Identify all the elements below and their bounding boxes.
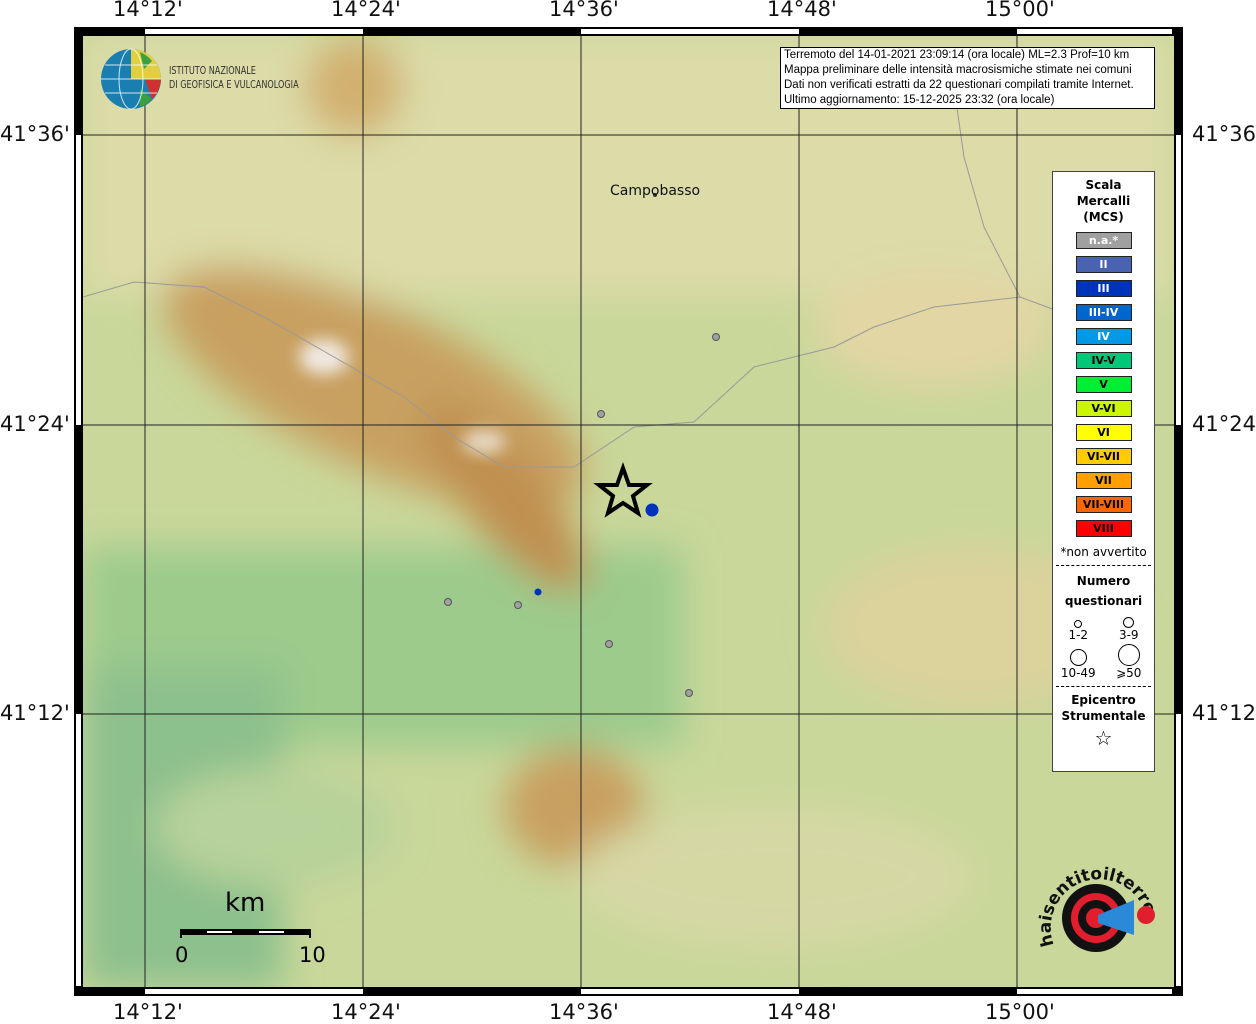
lon-tick-bottom: 14°48' xyxy=(767,1000,837,1024)
observation-point[interactable] xyxy=(534,588,542,596)
legend: Scala Mercalli (MCS) n.a.* II III III-IV IV I… xyxy=(1052,171,1155,772)
legend-note: *non avvertito xyxy=(1060,545,1147,559)
relief-map[interactable] xyxy=(74,27,1183,996)
epicenter-star-icon[interactable] xyxy=(593,461,653,518)
lon-tick-bottom: 14°12' xyxy=(113,1000,183,1024)
count-label: 10-49 xyxy=(1060,666,1096,680)
circle-size-icon xyxy=(1123,617,1135,628)
admin-boundary xyxy=(953,86,1021,298)
epicenter-title: Epicentro Strumentale xyxy=(1053,692,1154,724)
lon-tick-top: 14°48' xyxy=(767,0,837,21)
place-marker-campobasso xyxy=(653,193,657,197)
intensity-swatch: V-VI xyxy=(1075,400,1132,417)
ingv-line2: DI GEOFISICA E VULCANOLOGIA xyxy=(169,78,299,91)
count-title-line: Numero xyxy=(1076,574,1131,588)
lat-tick-left: 41°36' xyxy=(0,122,70,146)
map-frame xyxy=(74,27,1183,996)
intensity-swatch: VII-VIII xyxy=(1075,496,1132,513)
star-icon: ☆ xyxy=(1094,726,1113,750)
lon-tick-bottom: 15°00' xyxy=(985,1000,1055,1024)
scale-bar: km 0 10 xyxy=(175,888,326,968)
intensity-swatch: IV xyxy=(1075,328,1132,345)
lat-tick-left: 41°24' xyxy=(0,412,70,436)
data-source: Dati non verificati estratti da 22 quest… xyxy=(784,79,1134,91)
hsit-logo-icon: haisentitoilterremoto.it xyxy=(1034,855,1160,952)
observation-points xyxy=(444,333,720,697)
count-class: ⩾50 xyxy=(1104,644,1155,680)
observation-point[interactable] xyxy=(712,333,720,341)
lat-tick-right: 41°24' xyxy=(1192,412,1256,436)
count-class: 3-9 xyxy=(1104,617,1155,642)
legend-title-line: Mercalli xyxy=(1076,194,1131,208)
divider xyxy=(1056,686,1151,687)
intensity-swatch: III-IV xyxy=(1075,304,1132,321)
circle-size-icon xyxy=(1069,649,1087,666)
intensity-swatch: V xyxy=(1075,376,1132,393)
legend-title-line: Scala xyxy=(1085,178,1122,192)
count-label: 3-9 xyxy=(1118,628,1139,642)
terrain xyxy=(83,36,1174,987)
lon-tick-top: 15°00' xyxy=(985,0,1055,21)
lon-tick-bottom: 14°24' xyxy=(331,1000,401,1024)
legend-title: Scala Mercalli (MCS) xyxy=(1053,177,1154,225)
count-class: 1-2 xyxy=(1053,617,1104,642)
count-label: 1-2 xyxy=(1068,628,1089,642)
lon-tick-bottom: 14°36' xyxy=(549,1000,619,1024)
intensity-swatch: II xyxy=(1075,256,1132,273)
intensity-swatch: VII xyxy=(1075,472,1132,489)
divider xyxy=(1056,565,1151,566)
circle-size-icon xyxy=(1117,644,1140,666)
lat-tick-right: 41°36' xyxy=(1192,122,1256,146)
lon-tick-top: 14°36' xyxy=(549,0,619,21)
graticule xyxy=(83,36,1174,987)
lon-tick-top: 14°12' xyxy=(113,0,183,21)
intensity-swatch: n.a.* xyxy=(1075,232,1132,249)
count-label: ⩾50 xyxy=(1116,666,1142,680)
lat-tick-right: 41°12' xyxy=(1192,701,1256,725)
observation-point[interactable] xyxy=(514,601,522,609)
lat-tick-left: 41°12' xyxy=(0,701,70,725)
observation-point[interactable] xyxy=(605,640,613,648)
count-class: 10-49 xyxy=(1053,644,1104,680)
observation-point[interactable] xyxy=(597,410,605,418)
intensity-swatch: VI-VII xyxy=(1075,448,1132,465)
last-update: Ultimo aggiornamento: 15-12-2025 23:32 (… xyxy=(784,94,1055,106)
epicenter-title-line: Strumentale xyxy=(1061,709,1146,723)
scale-bar-graphic xyxy=(180,929,311,938)
lon-tick-top: 14°24' xyxy=(331,0,401,21)
place-label-campobasso: Campobasso xyxy=(610,183,701,199)
intensity-swatch: III xyxy=(1075,280,1132,297)
ingv-line1: ISTITUTO NAZIONALE xyxy=(169,64,256,77)
intensity-swatch: IV-V xyxy=(1075,352,1132,369)
count-size-legend: 1-2 3-9 10-49 ⩾50 xyxy=(1053,617,1154,680)
event-line: Terremoto del 14-01-2021 23:09:14 (ora l… xyxy=(784,49,1130,61)
count-title: Numero questionari xyxy=(1053,571,1154,611)
epicenter-title-line: Epicentro xyxy=(1071,693,1136,707)
count-title-line: questionari xyxy=(1064,594,1143,608)
scale-start: 0 xyxy=(175,943,189,967)
scale-unit: km xyxy=(225,888,266,918)
ingv-logo-globe-icon xyxy=(101,48,161,110)
observation-point[interactable] xyxy=(645,503,659,517)
circle-size-icon xyxy=(1074,620,1083,628)
observation-point[interactable] xyxy=(685,689,693,697)
intensity-swatch: VIII xyxy=(1075,520,1132,537)
scale-end: 10 xyxy=(299,943,326,967)
legend-title-line: (MCS) xyxy=(1083,210,1124,224)
map-description: Mappa preliminare delle intensità macros… xyxy=(784,64,1132,76)
event-info-box: Terremoto del 14-01-2021 23:09:14 (ora l… xyxy=(780,47,1155,109)
observation-point[interactable] xyxy=(444,598,452,606)
intensity-swatch: VI xyxy=(1075,424,1132,441)
admin-boundary xyxy=(83,281,1075,468)
ingv-logo-text: ISTITUTO NAZIONALE DI GEOFISICA E VULCAN… xyxy=(169,64,299,92)
intensity-scale: n.a.* II III III-IV IV IV-V V V-VI VI VI-VII VII VI… xyxy=(1053,232,1154,537)
